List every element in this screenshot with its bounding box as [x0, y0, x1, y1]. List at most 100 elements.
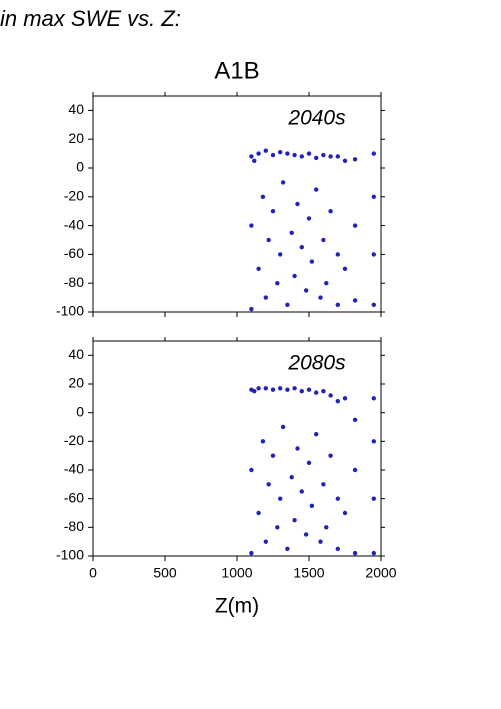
point	[303, 288, 309, 293]
y-tick-label: 40	[68, 101, 84, 117]
point	[275, 525, 280, 530]
point	[263, 539, 268, 544]
point	[256, 510, 261, 516]
point	[285, 151, 290, 156]
point	[352, 223, 358, 228]
point	[266, 482, 271, 487]
point	[285, 387, 290, 392]
point	[263, 295, 268, 300]
point	[335, 496, 340, 501]
y-tick-label: -60	[64, 245, 84, 261]
point	[289, 230, 294, 235]
point	[352, 417, 358, 423]
x-tick-label: 500	[153, 565, 177, 581]
point	[260, 439, 266, 444]
point	[249, 154, 254, 159]
y-tick-label: -20	[64, 188, 84, 204]
point	[306, 216, 312, 221]
annotation: 2040s	[287, 107, 346, 130]
point	[270, 453, 276, 458]
point	[278, 149, 283, 155]
point	[342, 158, 348, 163]
point	[324, 281, 329, 286]
point	[306, 460, 312, 466]
point	[318, 295, 323, 300]
point	[256, 151, 261, 156]
y-tick-label: -100	[56, 547, 84, 563]
point	[335, 546, 340, 552]
point	[285, 302, 290, 307]
point	[371, 439, 376, 444]
point	[280, 180, 286, 185]
point	[314, 431, 319, 437]
y-tick-label: -100	[56, 303, 84, 319]
point	[249, 467, 254, 473]
point	[371, 252, 376, 257]
plot-frame	[92, 340, 382, 557]
point	[292, 386, 297, 391]
point	[278, 496, 283, 501]
point	[270, 209, 276, 214]
point	[249, 223, 254, 228]
point	[324, 525, 329, 530]
x-tick-label: 1500	[293, 565, 324, 581]
y-tick-label: -80	[64, 274, 84, 290]
point	[289, 474, 294, 480]
point	[252, 158, 257, 163]
point	[270, 387, 276, 392]
point	[335, 399, 340, 404]
annotation: 2080s	[287, 352, 346, 375]
plot-frame	[92, 95, 382, 313]
point	[352, 298, 358, 303]
point	[314, 390, 319, 395]
y-tick-label: 0	[76, 159, 84, 175]
point	[328, 453, 333, 458]
y-tick-label: 40	[68, 346, 84, 362]
point	[352, 157, 358, 162]
point	[292, 152, 297, 158]
x-axis-label: Z(m)	[215, 595, 259, 618]
point	[275, 281, 280, 286]
point	[299, 154, 304, 159]
point	[321, 482, 326, 487]
point	[260, 194, 266, 199]
y-tick-label: -40	[64, 216, 84, 232]
point	[342, 510, 348, 516]
point	[328, 393, 333, 398]
point	[342, 396, 348, 401]
point	[285, 546, 290, 552]
point	[314, 155, 319, 161]
point	[278, 386, 283, 391]
point	[306, 151, 312, 156]
point	[292, 273, 297, 279]
point	[328, 154, 333, 159]
y-tick-label: -80	[64, 518, 84, 534]
x-tick-label: 0	[89, 565, 97, 581]
point	[249, 550, 254, 556]
point	[309, 503, 315, 509]
point	[321, 388, 326, 394]
y-tick-label: 0	[76, 403, 84, 419]
x-tick-label: 2000	[365, 565, 396, 581]
point	[280, 424, 286, 430]
point	[371, 151, 376, 156]
y-tick-label: 20	[68, 130, 84, 146]
point	[335, 252, 340, 257]
point	[352, 467, 358, 473]
x-tick-label: 1000	[221, 565, 252, 581]
point	[295, 446, 300, 451]
point	[318, 539, 323, 544]
point	[371, 396, 376, 401]
point	[299, 388, 304, 394]
point	[314, 187, 319, 192]
point	[249, 306, 254, 312]
point	[335, 302, 340, 307]
point	[371, 194, 376, 199]
point	[256, 386, 261, 391]
point	[321, 152, 326, 158]
y-tick-label: 20	[68, 375, 84, 391]
point	[252, 388, 257, 394]
point	[266, 237, 271, 243]
